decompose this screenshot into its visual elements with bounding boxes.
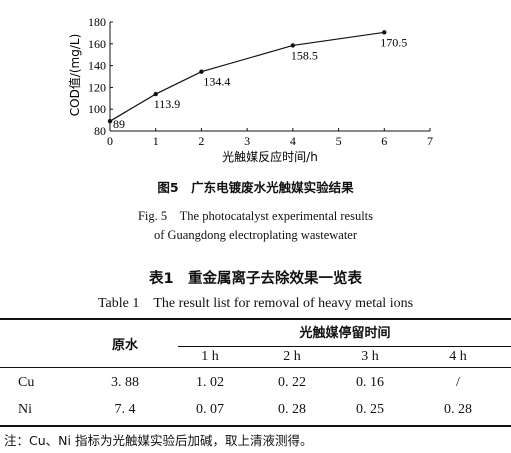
ni-3h-value: 0. 25	[356, 402, 384, 417]
ni-4h-value: 0. 28	[444, 402, 472, 417]
header-time-2h: 2 h	[283, 349, 301, 364]
cu-1h-value: 1. 02	[196, 375, 224, 390]
y-tick-label: 120	[88, 80, 106, 94]
table-bottom-rule	[0, 425, 511, 427]
x-tick-label: 5	[336, 134, 342, 148]
table-note: 注：Cu、Ni 指标为光触媒实验后加碱，取上清液测得。	[4, 433, 313, 448]
header-retention-time: 光触媒停留时间	[299, 326, 391, 341]
table-top-rule	[0, 318, 511, 320]
ni-raw-value: 7. 4	[114, 402, 136, 417]
data-label: 113.9	[154, 97, 181, 111]
cu-4h-value: /	[456, 375, 460, 390]
y-axis-label: COD值/(mg/L)	[67, 34, 82, 117]
y-tick-label: 100	[88, 102, 106, 116]
data-point	[290, 43, 296, 48]
table-header-rule	[0, 367, 511, 368]
data-point	[199, 69, 204, 74]
cu-3h-value: 0. 16	[356, 375, 384, 390]
row-label-ni: Ni	[18, 402, 32, 417]
x-axis-label: 光触媒反应时间/h	[222, 149, 318, 164]
table-title-en: Table 1 The result list for removal of h…	[97, 296, 414, 311]
header-time-1h: 1 h	[201, 349, 219, 364]
cod-line-chart: 0 1 2 3 4 5 6 7 80 100 120 140 160 180 89 113.9 134.4 1…	[67, 15, 433, 164]
table-group-rule	[178, 346, 511, 347]
data-point	[382, 30, 387, 35]
x-tick-label: 4	[290, 134, 296, 148]
x-tick-label: 1	[153, 134, 159, 148]
chart-axes	[109, 22, 430, 132]
data-point	[107, 118, 113, 124]
y-tick-label: 160	[88, 37, 106, 51]
data-labels: 89 113.9 134.4 158.5 170.5	[113, 35, 407, 131]
header-raw-water: 原水	[111, 338, 138, 353]
ni-2h-value: 0. 28	[278, 402, 306, 417]
y-tick-label: 180	[88, 15, 106, 29]
cu-2h-value: 0. 22	[278, 375, 306, 390]
data-point	[153, 91, 158, 97]
y-tick-label: 80	[94, 124, 106, 138]
y-tick-label: 140	[88, 59, 106, 73]
x-tick-label: 3	[244, 134, 250, 148]
figure-caption-en-line2: of Guangdong electroplating wastewater	[153, 228, 358, 242]
row-label-cu: Cu	[18, 375, 35, 390]
x-tick-label: 2	[198, 134, 204, 148]
x-tick-label: 7	[427, 134, 433, 148]
table-title-cn: 表1 重金属离子去除效果一览表	[148, 271, 363, 287]
data-label: 158.5	[291, 48, 318, 62]
cod-series-line	[109, 31, 385, 122]
figure-caption-cn: 图5 广东电镀废水光触媒实验结果	[157, 180, 354, 195]
ni-1h-value: 0. 07	[196, 402, 224, 417]
x-axis-ticks: 0 1 2 3 4 5 6 7	[107, 128, 433, 148]
data-label: 89	[113, 117, 125, 131]
header-time-4h: 4 h	[449, 349, 467, 364]
cu-raw-value: 3. 88	[111, 375, 139, 390]
x-tick-label: 0	[107, 134, 113, 148]
header-time-3h: 3 h	[361, 349, 379, 364]
data-label: 170.5	[380, 35, 407, 49]
x-tick-label: 6	[381, 134, 387, 148]
y-axis-ticks: 80 100 120 140 160 180	[88, 15, 113, 138]
data-points	[107, 30, 387, 124]
figure-caption-en-line1: Fig. 5 The photocatalyst experimental re…	[137, 209, 374, 223]
data-label: 134.4	[203, 75, 230, 89]
